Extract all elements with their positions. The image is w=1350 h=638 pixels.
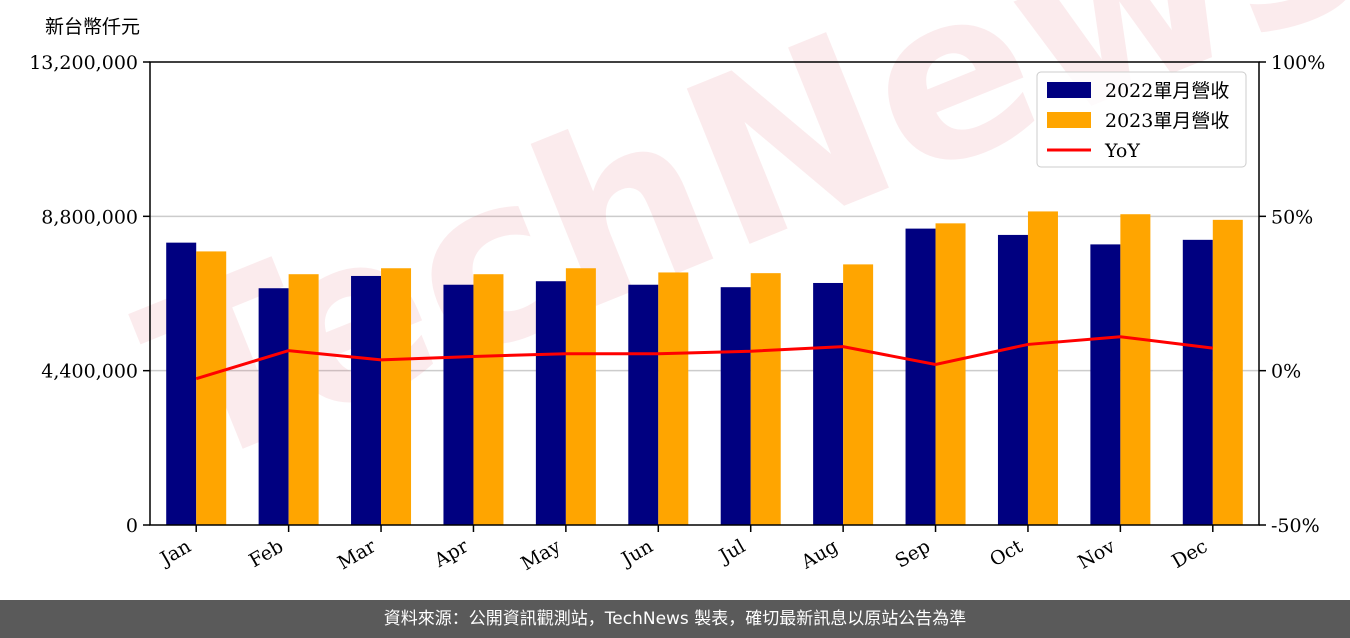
bar-2022單月營收-Aug [813, 282, 844, 525]
legend-swatch [1047, 82, 1091, 98]
x-tick-label: Dec [1168, 535, 1211, 573]
legend-swatch [1047, 112, 1091, 128]
bar-2022單月營收-Jun [628, 284, 659, 525]
bar-2022單月營收-Jul [720, 287, 751, 525]
yoy-line [195, 335, 1213, 381]
bar-2023單月營收-Nov [1120, 214, 1151, 525]
legend-label: YoY [1104, 140, 1140, 162]
gridlines [150, 215, 1259, 372]
plot-frame [149, 61, 1260, 526]
y-tick-label: 0 [126, 515, 138, 537]
legend-label: 2023單月營收 [1105, 110, 1229, 132]
revenue-chart: TechNews 04,400,0008,800,00013,200,000-5… [29, 0, 1350, 575]
x-tick-label: Aug [797, 535, 842, 574]
bar-2023單月營收-Jul [750, 273, 781, 525]
x-tick-label: Jun [616, 535, 657, 571]
bar-2023單月營收-Aug [843, 264, 874, 525]
bar-2022單月營收-Nov [1090, 244, 1121, 526]
y-tick-label: 13,200,000 [29, 52, 138, 74]
y-tick-label: 8,800,000 [41, 206, 138, 228]
bar-2022單月營收-Mar [351, 275, 382, 525]
bar-2022單月營收-Feb [258, 288, 289, 525]
y2-tick-label: 0% [1271, 361, 1301, 383]
bar-2023單月營收-Oct [1027, 211, 1058, 525]
x-tick-label: Apr [430, 535, 473, 572]
bar-2022單月營收-May [535, 281, 566, 525]
x-tick-label: Jul [714, 535, 749, 568]
x-tick-label: Oct [986, 535, 1027, 571]
x-tick-label: Sep [891, 535, 934, 572]
bars [166, 211, 1243, 526]
y2-tick-label: 100% [1271, 52, 1325, 74]
bar-2022單月營收-Sep [905, 228, 936, 525]
x-tick-label: Jan [155, 535, 195, 571]
y2-tick-label: -50% [1271, 515, 1320, 537]
x-tick-label: Feb [245, 535, 287, 572]
x-tick-label: May [517, 535, 564, 575]
bar-2023單月營收-Apr [473, 274, 504, 525]
bar-2023單月營收-Mar [381, 268, 412, 525]
bar-2023單月營收-Dec [1212, 219, 1243, 525]
bar-2022單月營收-Dec [1182, 239, 1213, 525]
y2-tick-label: 50% [1271, 206, 1313, 228]
x-tick-label: Mar [334, 535, 380, 574]
legend-label: 2022單月營收 [1105, 80, 1229, 102]
bar-2022單月營收-Apr [443, 284, 474, 525]
bar-2023單月營收-Feb [288, 274, 319, 525]
bar-2023單月營收-May [565, 268, 596, 525]
bar-2023單月營收-Jan [196, 251, 227, 525]
bar-2023單月營收-Sep [935, 223, 966, 525]
y-axis-unit-label: 新台幣仟元 [45, 16, 140, 38]
source-footer: 資料來源：公開資訊觀測站，TechNews 製表，確切最新訊息以原站公告為準 [0, 600, 1350, 638]
bar-2022單月營收-Jan [166, 242, 197, 526]
legend: 2022單月營收 2023單月營收 YoY [1036, 71, 1247, 168]
y-tick-label: 4,400,000 [41, 361, 138, 383]
x-tick-label: Nov [1074, 535, 1119, 574]
bar-2023單月營收-Jun [658, 272, 689, 525]
bar-2022單月營收-Oct [997, 234, 1028, 526]
